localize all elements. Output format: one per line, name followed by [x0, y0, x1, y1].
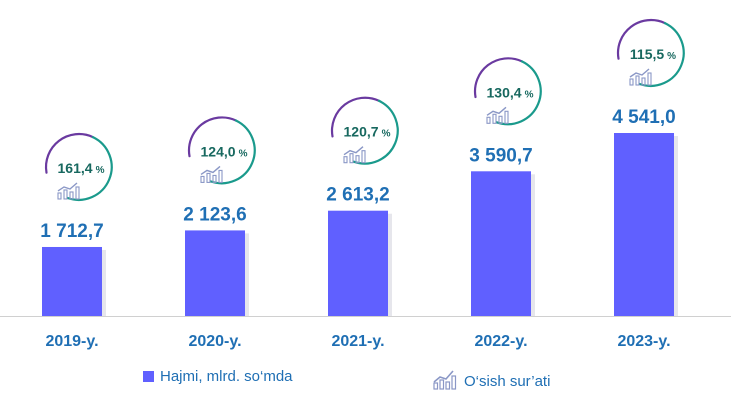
legend-item-volume: Hajmi, mlrd. so‘mda — [143, 368, 293, 385]
legend: Hajmi, mlrd. so‘mda O‘sish sur’ati — [0, 368, 731, 398]
category-label: 2020-y. — [188, 333, 241, 350]
bar-growth-chart-icon — [200, 165, 223, 183]
growth-ring-arc — [352, 99, 399, 165]
bar-growth-chart-icon — [486, 106, 509, 124]
category-label: 2019-y. — [45, 333, 98, 350]
bar-value-label: 2 123,6 — [183, 204, 246, 225]
growth-ring-arc — [44, 132, 94, 174]
bar-growth-chart-icon — [343, 146, 366, 164]
bar-value-label: 3 590,7 — [469, 145, 532, 166]
legend-label-growth: O‘sish sur’ati — [464, 372, 551, 390]
growth-rate-label: 130,4% — [487, 84, 534, 100]
bar — [614, 133, 674, 316]
growth-rate-label: 115,5% — [630, 46, 676, 62]
growth-rate-label: 124,0% — [201, 143, 248, 159]
bar — [471, 171, 531, 316]
growth-ring-arc — [638, 22, 685, 87]
bar — [42, 246, 102, 316]
category-label: 2022-y. — [474, 333, 527, 350]
category-label: 2023-y. — [617, 333, 670, 350]
growth-ring-arc — [473, 57, 523, 99]
growth-ring-arc — [187, 116, 237, 158]
bar-value-label: 1 712,7 — [40, 221, 103, 242]
legend-label-volume: Hajmi, mlrd. so‘mda — [160, 368, 293, 385]
growth-rate-label: 161,4% — [58, 160, 105, 176]
bar — [185, 230, 245, 316]
category-label: 2021-y. — [331, 333, 384, 350]
legend-item-growth: O‘sish sur’ati — [432, 368, 550, 394]
bar-growth-chart-icon — [629, 68, 652, 86]
bar-value-label: 4 541,0 — [612, 107, 675, 128]
bar-growth-chart-icon — [57, 182, 80, 200]
growth-ring-arc — [495, 60, 542, 126]
bar-value-label: 2 613,2 — [326, 185, 389, 206]
growth-rate-label: 120,7% — [344, 124, 391, 140]
bar — [328, 210, 388, 316]
growth-ring-arc — [330, 96, 380, 138]
legend-swatch-volume — [143, 371, 154, 382]
bar-growth-chart-icon — [432, 368, 458, 394]
growth-ring-arc — [66, 136, 113, 201]
growth-ring-arc — [209, 119, 256, 185]
growth-ring-arc — [616, 18, 666, 60]
